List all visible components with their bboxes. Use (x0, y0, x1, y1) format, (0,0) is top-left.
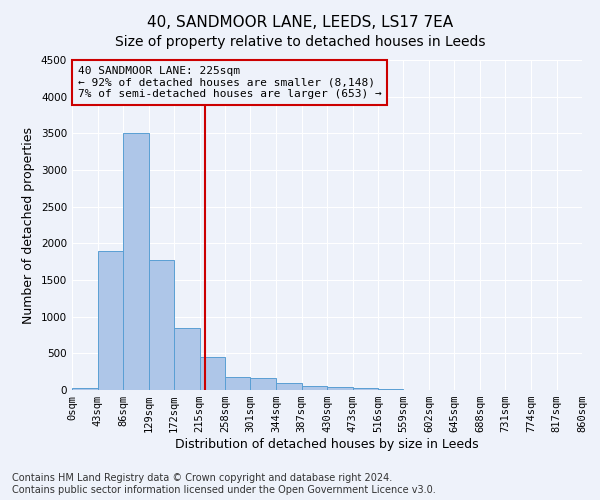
Bar (378, 388, 403, 390)
Bar (174, 328, 199, 390)
Bar (123, 134, 149, 390)
Bar (276, 384, 302, 390)
X-axis label: Distribution of detached houses by size in Leeds: Distribution of detached houses by size … (175, 438, 479, 451)
Text: 40, SANDMOOR LANE, LEEDS, LS17 7EA: 40, SANDMOOR LANE, LEEDS, LS17 7EA (147, 15, 453, 30)
Text: Contains HM Land Registry data © Crown copyright and database right 2024.
Contai: Contains HM Land Registry data © Crown c… (12, 474, 436, 495)
Bar (353, 388, 378, 390)
Bar (327, 386, 353, 390)
Bar (225, 377, 251, 390)
Bar (97, 250, 123, 390)
Bar (199, 357, 225, 390)
Bar (302, 386, 327, 390)
Bar (251, 378, 276, 390)
Text: 40 SANDMOOR LANE: 225sqm
← 92% of detached houses are smaller (8,148)
7% of semi: 40 SANDMOOR LANE: 225sqm ← 92% of detach… (78, 66, 382, 99)
Text: Size of property relative to detached houses in Leeds: Size of property relative to detached ho… (115, 35, 485, 49)
Bar (72, 388, 97, 390)
Bar (149, 260, 174, 390)
Y-axis label: Number of detached properties: Number of detached properties (22, 126, 35, 324)
